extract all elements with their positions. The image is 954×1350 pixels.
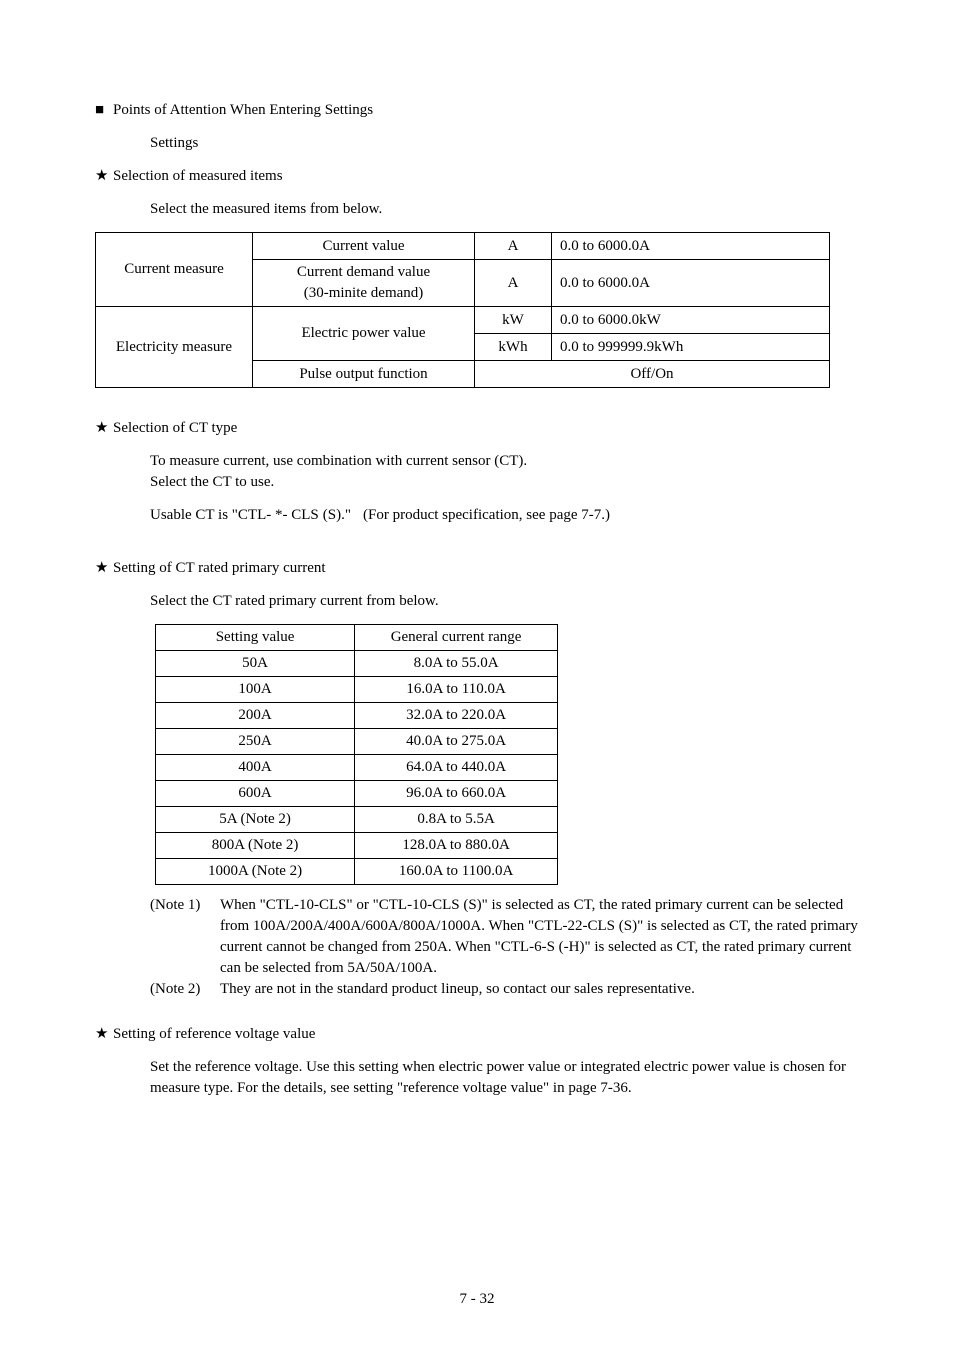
table-measured-items: Current measureCurrent valueA0.0 to 6000… xyxy=(95,232,830,388)
heading-selection: Selection of measured items xyxy=(95,166,859,187)
heading-cttype: Selection of CT type xyxy=(95,418,859,439)
text-cttype-body2: Select the CT to use. xyxy=(95,472,859,493)
note2-row: (Note 2) They are not in the standard pr… xyxy=(95,979,859,1000)
note1-row: (Note 1) When "CTL-10-CLS" or "CTL-10-CL… xyxy=(95,895,859,979)
page-root: Points of Attention When Entering Settin… xyxy=(0,0,954,1350)
note2-text: They are not in the standard product lin… xyxy=(220,979,859,1000)
heading-voltage: Setting of reference voltage value xyxy=(95,1024,859,1045)
text-cttype-body3: Usable CT is "CTL- *- CLS (S)." (For pro… xyxy=(95,505,859,526)
table-ct-rated: Setting valueGeneral current range50A8.0… xyxy=(155,624,558,885)
page-footer: 7 - 32 xyxy=(0,1289,954,1310)
text-voltage-body: Set the reference voltage. Use this sett… xyxy=(95,1057,859,1099)
body3-tail: (For product specification, see page 7-7… xyxy=(363,505,610,526)
text-selection-body: Select the measured items from below. xyxy=(95,199,859,220)
text-cttype-body1: To measure current, use combination with… xyxy=(95,451,859,472)
text-ctrated-body: Select the CT rated primary current from… xyxy=(95,591,859,612)
note1-label: (Note 1) xyxy=(150,895,220,979)
note1-text: When "CTL-10-CLS" or "CTL-10-CLS (S)" is… xyxy=(220,895,859,979)
section-subtitle: Settings xyxy=(95,133,859,154)
body3-post1: CLS xyxy=(291,505,319,526)
note2-label: (Note 2) xyxy=(150,979,220,1000)
body3-mid: *- xyxy=(271,505,291,526)
body3-pre: Usable CT is "CTL- xyxy=(150,505,271,526)
main-heading: Points of Attention When Entering Settin… xyxy=(95,100,859,121)
heading-ctrated: Setting of CT rated primary current xyxy=(95,558,859,579)
body3-post2: (S)." xyxy=(323,505,351,526)
